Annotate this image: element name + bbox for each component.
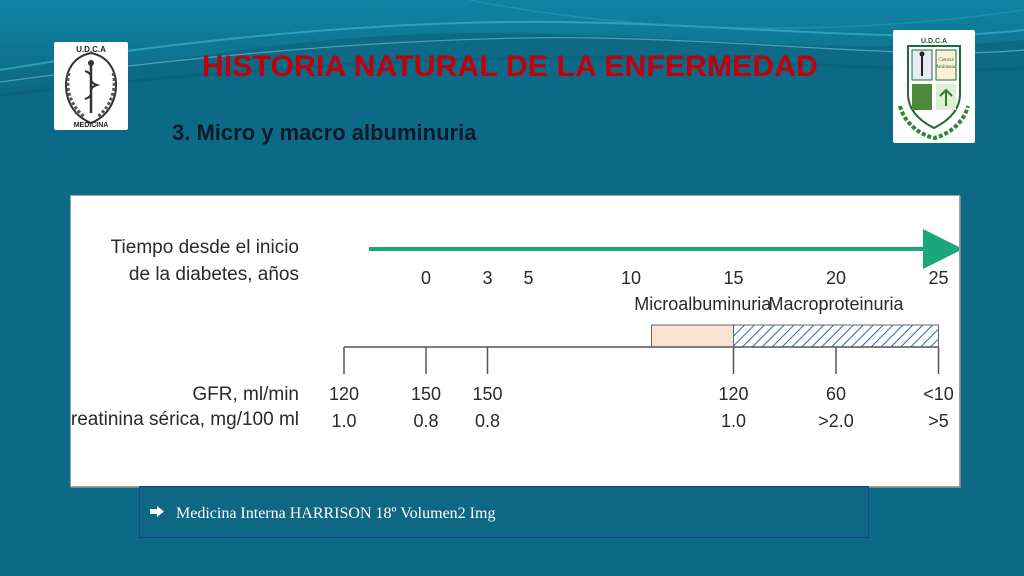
micro-stage-bar bbox=[651, 324, 734, 348]
gfr-value: 150 bbox=[411, 384, 441, 404]
svg-text:U.D.C.A: U.D.C.A bbox=[921, 38, 947, 45]
gfr-value: 120 bbox=[329, 384, 359, 404]
year-label: 25 bbox=[928, 268, 948, 288]
creatinine-value: 1.0 bbox=[331, 411, 356, 431]
svg-text:Ambiental: Ambiental bbox=[935, 65, 957, 70]
gfr-label: GFR, ml/min bbox=[192, 384, 299, 405]
reference-caption: Medicina Interna HARRISON 18º Volumen2 I… bbox=[139, 486, 869, 538]
timeline-diagram: Tiempo desde el inicio de la diabetes, a… bbox=[71, 229, 959, 431]
reference-text: Medicina Interna HARRISON 18º Volumen2 I… bbox=[176, 505, 496, 522]
gfr-value: 60 bbox=[826, 384, 846, 404]
year-label: 0 bbox=[421, 268, 431, 288]
year-label: 10 bbox=[621, 268, 641, 288]
microalbuminuria-label: Microalbuminuria bbox=[634, 294, 772, 314]
slide-subtitle: 3. Micro y macro albuminuria bbox=[172, 120, 477, 145]
slide-title: HISTORIA NATURAL DE LA ENFERMEDAD bbox=[201, 50, 819, 83]
gfr-value: 120 bbox=[718, 384, 748, 404]
udca-medicina-caduceus-emblem: U.D.C.A MEDICINA bbox=[65, 45, 117, 129]
arrow-bullet-icon bbox=[150, 506, 164, 517]
udca-medicina-logo: U.D.C.A MEDICINA bbox=[54, 42, 128, 130]
gfr-value: <10 bbox=[923, 384, 954, 404]
udca-ciencias-ambientales-logo: U.D.C.A Ciencia Ambiental bbox=[893, 30, 975, 143]
gfr-value: 150 bbox=[472, 384, 502, 404]
macro-stage-bar bbox=[733, 324, 939, 348]
macroproteinuria-label: Macroproteinuria bbox=[768, 294, 904, 314]
creatinine-value: 1.0 bbox=[721, 411, 746, 431]
year-label: 20 bbox=[826, 268, 846, 288]
svg-text:Ciencia: Ciencia bbox=[938, 58, 954, 63]
creatinine-value: >2.0 bbox=[818, 411, 854, 431]
svg-text:MEDICINA: MEDICINA bbox=[74, 122, 109, 129]
creatinine-value: 0.8 bbox=[413, 411, 438, 431]
udca-ciencias-ambientales-crest: U.D.C.A Ciencia Ambiental bbox=[898, 38, 970, 140]
time-label-line1: Tiempo desde el inicio bbox=[111, 237, 299, 258]
albuminuria-timeline-figure: Tiempo desde el inicio de la diabetes, a… bbox=[70, 195, 960, 487]
year-label: 15 bbox=[723, 268, 743, 288]
svg-text:U.D.C.A: U.D.C.A bbox=[76, 45, 106, 54]
creatinine-value: 0.8 bbox=[475, 411, 500, 431]
year-label: 3 bbox=[482, 268, 492, 288]
time-label-line2: de la diabetes, años bbox=[129, 264, 299, 285]
creatinine-value: >5 bbox=[928, 411, 949, 431]
creatinine-label: Creatinina sérica, mg/100 ml bbox=[71, 409, 299, 430]
year-label: 5 bbox=[523, 268, 533, 288]
